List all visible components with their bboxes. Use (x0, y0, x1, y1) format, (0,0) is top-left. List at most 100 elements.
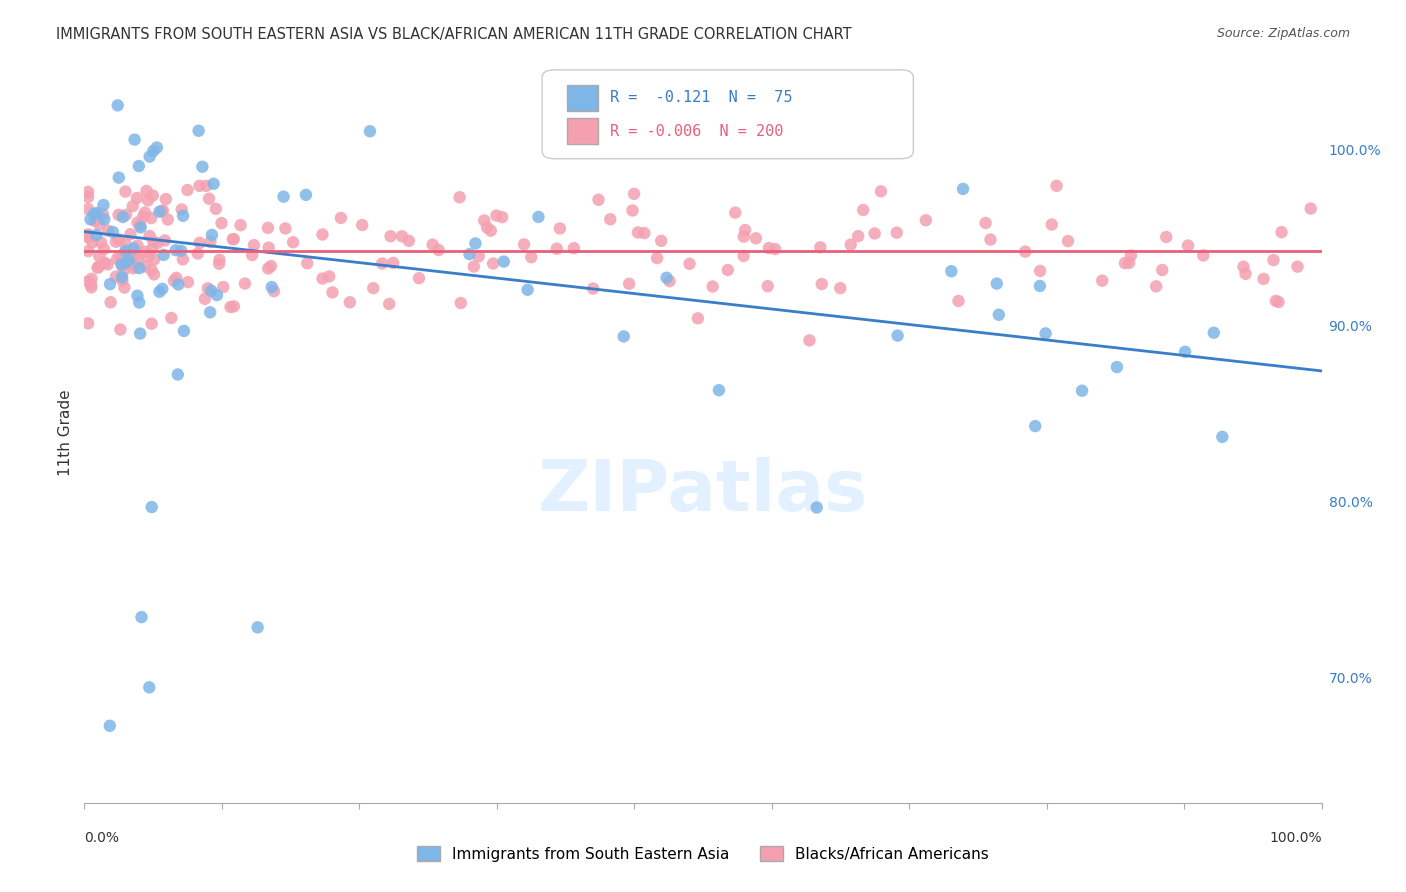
Point (146, 140, 169, 154)
Point (148, 204, 170, 219)
Point (1091, 274, 1114, 288)
Point (257, 220, 280, 235)
Point (513, 237, 536, 252)
Point (582, 282, 605, 296)
Point (176, 183, 198, 197)
Point (129, 220, 152, 235)
Point (165, 244, 187, 258)
Point (93, 198, 115, 212)
Point (198, 192, 221, 206)
Point (1029, 279, 1052, 293)
Point (77, 230, 100, 244)
Point (91, 207, 114, 221)
Point (83, 207, 105, 221)
Point (257, 261, 280, 276)
Point (1286, 260, 1309, 274)
Point (90, 235, 112, 250)
Point (86, 227, 108, 242)
Point (172, 252, 194, 267)
Point (107, 208, 129, 222)
Point (1234, 267, 1257, 281)
Point (108, 250, 131, 264)
Point (806, 500, 828, 515)
Point (398, 234, 420, 248)
Point (941, 264, 963, 278)
Point (128, 295, 150, 310)
Point (240, 248, 263, 262)
Point (274, 221, 297, 235)
FancyBboxPatch shape (567, 85, 598, 111)
Point (1202, 326, 1225, 340)
Point (93, 212, 115, 227)
Point (98, 719, 121, 733)
Point (138, 229, 160, 244)
Point (273, 189, 295, 203)
Point (733, 229, 755, 244)
Point (152, 203, 174, 218)
Point (105, 252, 128, 266)
Point (1119, 249, 1142, 263)
Point (588, 193, 610, 207)
Legend: Immigrants from South Eastern Asia, Blacks/African Americans: Immigrants from South Eastern Asia, Blac… (418, 846, 988, 862)
Point (808, 240, 831, 254)
Point (378, 297, 401, 311)
Point (114, 237, 136, 252)
Point (1299, 202, 1322, 216)
Point (129, 326, 152, 341)
Point (658, 274, 681, 288)
Point (127, 216, 149, 230)
Point (153, 234, 176, 248)
Point (197, 281, 219, 295)
Text: 80.0%: 80.0% (1329, 496, 1372, 510)
Point (467, 249, 489, 263)
Point (1211, 430, 1233, 444)
Point (127, 288, 149, 302)
Point (449, 190, 471, 204)
Point (89, 218, 111, 232)
Point (163, 274, 186, 288)
Point (1040, 218, 1063, 232)
Point (733, 249, 755, 263)
Point (77, 275, 100, 289)
Point (485, 209, 508, 223)
Point (125, 248, 148, 262)
Point (491, 210, 513, 224)
Point (177, 275, 200, 289)
Point (111, 210, 134, 224)
Point (120, 227, 142, 242)
Point (138, 681, 160, 695)
Point (799, 334, 821, 348)
Point (986, 277, 1008, 291)
Point (195, 178, 218, 193)
Point (129, 218, 152, 232)
Point (107, 170, 129, 185)
Point (135, 184, 157, 198)
Point (77, 185, 100, 199)
Point (548, 221, 571, 235)
Point (263, 284, 285, 298)
Point (188, 235, 211, 250)
Point (863, 227, 886, 241)
Text: 100.0%: 100.0% (1270, 830, 1322, 845)
Point (339, 295, 361, 310)
Point (599, 212, 621, 227)
Point (202, 177, 225, 191)
Point (82, 235, 104, 250)
Point (128, 261, 150, 276)
Point (391, 229, 413, 244)
Point (122, 261, 145, 276)
Point (97, 224, 120, 238)
Point (77, 316, 100, 330)
FancyBboxPatch shape (543, 70, 914, 159)
Point (222, 299, 245, 313)
Point (205, 288, 228, 302)
Point (87, 260, 110, 274)
Point (124, 133, 146, 147)
Point (464, 236, 486, 251)
Point (222, 232, 245, 246)
Point (233, 277, 256, 291)
Point (141, 317, 163, 331)
Point (77, 229, 100, 244)
Point (1114, 256, 1136, 270)
Point (208, 252, 231, 267)
